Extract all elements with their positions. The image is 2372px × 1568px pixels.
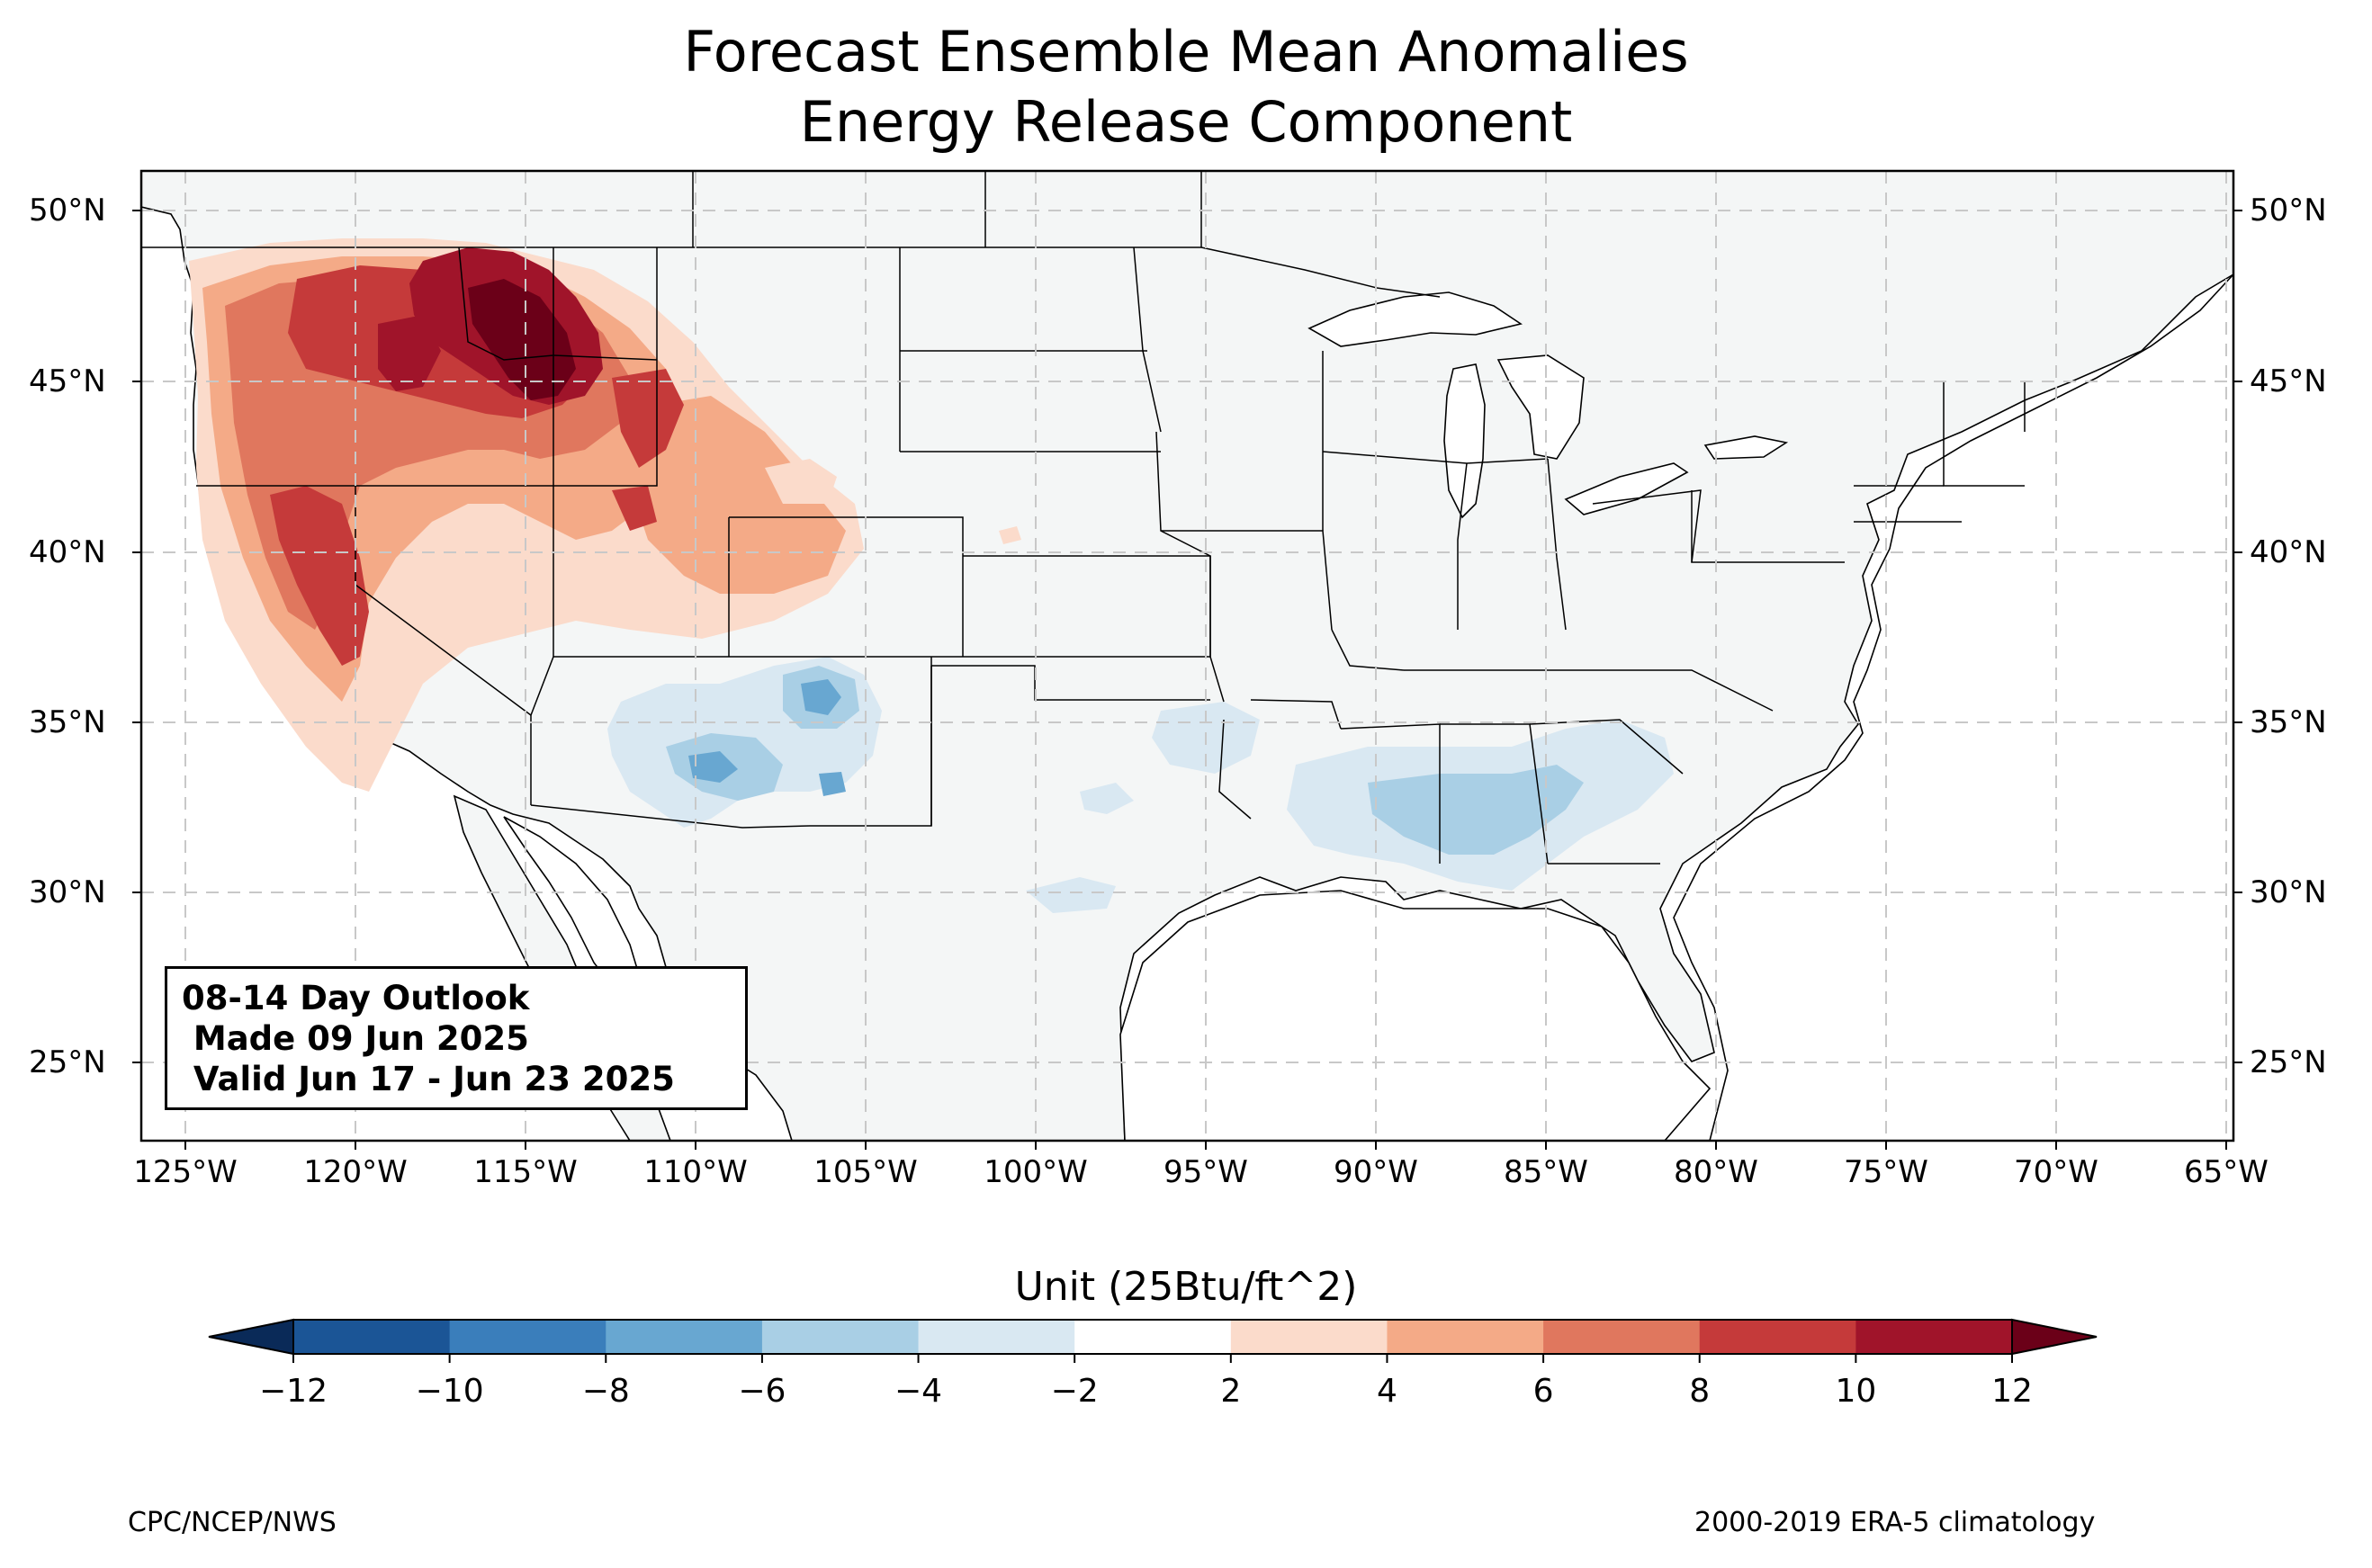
lon-label: 65°W — [2184, 1154, 2269, 1190]
lake-michigan — [1443, 363, 1486, 519]
atlantic-ocean — [1673, 273, 2233, 1141]
lon-label: 85°W — [1504, 1154, 1588, 1190]
colorbar-tick-label: −4 — [894, 1373, 943, 1410]
gulf-of-mexico — [1119, 890, 1712, 1141]
lat-label-right: 35°N — [2250, 704, 2327, 740]
lat-label-right: 40°N — [2250, 534, 2327, 570]
colorbar-cell — [606, 1320, 763, 1354]
colorbar-frame — [292, 1319, 2013, 1355]
lon-label: 115°W — [473, 1154, 578, 1190]
lat-label-right: 25°N — [2250, 1044, 2327, 1080]
chart-title-line-1: Forecast Ensemble Mean Anomalies — [683, 19, 1689, 85]
credit-left: CPC/NCEP/NWS — [128, 1507, 337, 1538]
colorbar-cell — [449, 1320, 606, 1354]
colorbar-tick-label: 10 — [1835, 1373, 1877, 1410]
colorbar-tick-label: −12 — [259, 1373, 328, 1410]
lat-label-left: 40°N — [29, 534, 106, 570]
colorbar-tick-label: 2 — [1220, 1373, 1242, 1410]
colorbar-cell — [1543, 1320, 1701, 1354]
lon-label: 80°W — [1674, 1154, 1758, 1190]
colorbar-cell — [1074, 1320, 1232, 1354]
colorbar-cell — [293, 1320, 451, 1354]
lon-label: 95°W — [1164, 1154, 1248, 1190]
colorbar-over-arrow — [2011, 1318, 2098, 1356]
lat-label-left: 30°N — [29, 874, 106, 910]
outlook-made-date: Made 09 Jun 2025 — [182, 1019, 529, 1058]
outlook-period: 08-14 Day Outlook — [182, 979, 530, 1017]
lon-label: 90°W — [1334, 1154, 1418, 1190]
lon-label: 105°W — [813, 1154, 918, 1190]
colorbar-tick-label: −10 — [415, 1373, 484, 1410]
lon-label: 125°W — [133, 1154, 238, 1190]
outlook-valid-range: Valid Jun 17 - Jun 23 2025 — [182, 1060, 675, 1098]
axis-ticks — [132, 210, 2242, 1150]
political-boundaries — [141, 171, 2026, 865]
colorbar-cell — [1699, 1320, 1856, 1354]
colorbar-title: Unit (25Btu/ft^2) — [1014, 1264, 1358, 1310]
colorbar-cell — [761, 1320, 920, 1354]
lake-superior — [1307, 291, 1523, 347]
credit-right: 2000-2019 ERA-5 climatology — [1694, 1507, 2096, 1538]
lon-label: 70°W — [2014, 1154, 2098, 1190]
colorbar-under-arrow — [208, 1318, 294, 1356]
lon-label: 110°W — [643, 1154, 748, 1190]
lat-label-left: 45°N — [29, 363, 106, 399]
lon-label: 100°W — [984, 1154, 1088, 1190]
colorbar-tick-label: −8 — [581, 1373, 630, 1410]
lake-ontario — [1703, 435, 1789, 460]
lake-erie — [1564, 462, 1689, 515]
lat-label-left: 35°N — [29, 704, 106, 740]
lat-label-left: 50°N — [29, 193, 106, 228]
outlook-info-box: 08-14 Day Outlook Made 09 Jun 2025 Valid… — [165, 966, 748, 1110]
map-frame — [139, 169, 2235, 1142]
lon-label: 120°W — [303, 1154, 408, 1190]
colorbar-cell — [1230, 1320, 1388, 1354]
colorbar-tick-label: 8 — [1689, 1373, 1711, 1410]
chart-title-line-2: Energy Release Component — [799, 89, 1573, 155]
lat-label-right: 45°N — [2250, 363, 2327, 399]
colorbar — [208, 1318, 2098, 1363]
colorbar-tick-label: 12 — [1991, 1373, 2033, 1410]
colorbar-tick-label: 4 — [1377, 1373, 1397, 1410]
lat-label-right: 30°N — [2250, 874, 2327, 910]
lon-label: 75°W — [1844, 1154, 1928, 1190]
colorbar-tick-label: −6 — [738, 1373, 786, 1410]
colorbar-cell — [1855, 1320, 2013, 1354]
colorbar-cell — [918, 1320, 1075, 1354]
lat-label-left: 25°N — [29, 1044, 106, 1080]
colorbar-tick-label: −2 — [1050, 1373, 1099, 1410]
colorbar-cell — [1387, 1320, 1544, 1354]
lake-huron — [1496, 354, 1585, 460]
colorbar-tick-label: 6 — [1532, 1373, 1554, 1410]
lat-label-right: 50°N — [2250, 193, 2327, 228]
